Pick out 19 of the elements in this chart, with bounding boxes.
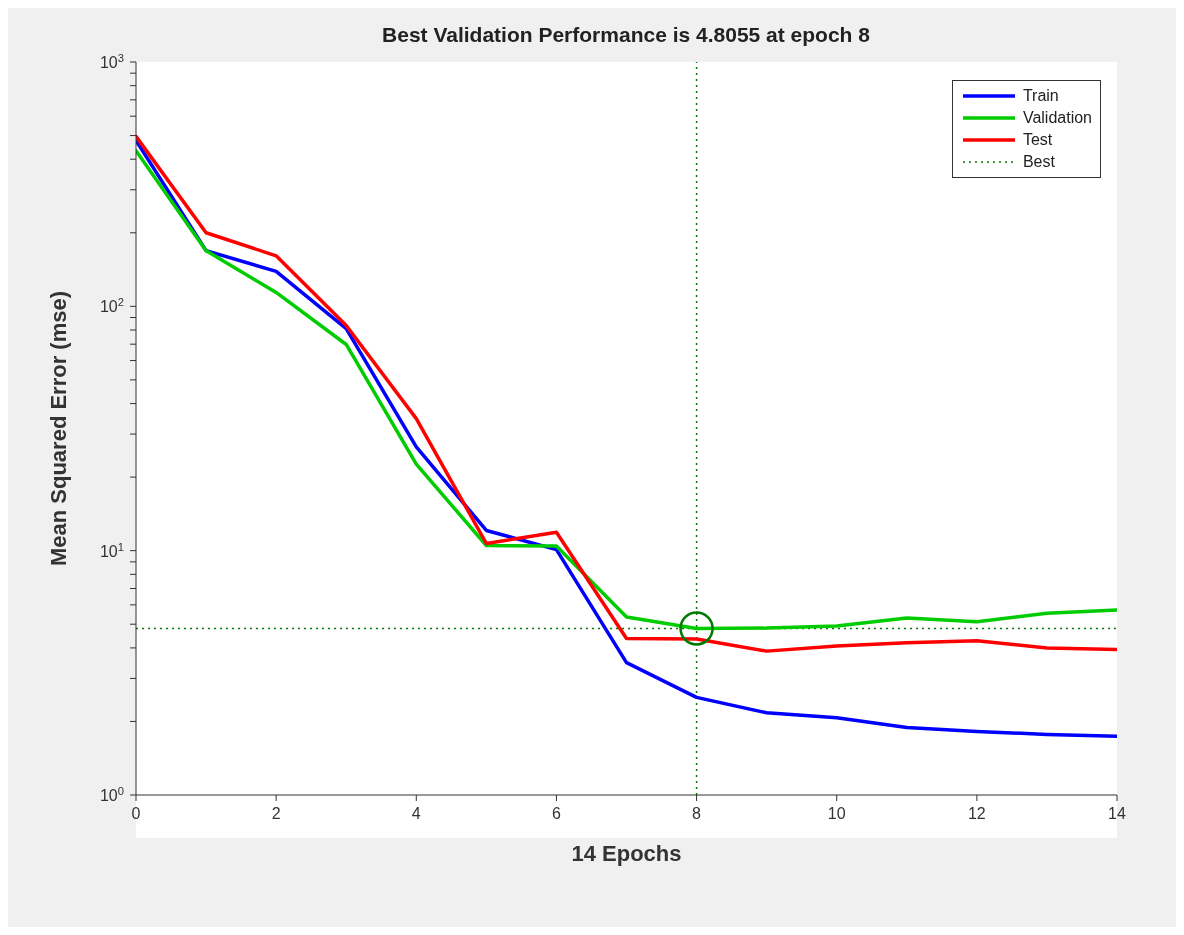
chart-title: Best Validation Performance is 4.8055 at epoch 8: [382, 23, 871, 46]
y-axis-title: Mean Squared Error (mse): [45, 290, 71, 567]
y-tick-label: 10$^{0}$: [99, 785, 124, 804]
legend-label: Best: [1022, 153, 1055, 171]
x-tick-label: 8: [692, 805, 702, 822]
x-tick-label: 2: [271, 805, 281, 822]
y-tick-label: 10$^{2}$: [99, 296, 124, 316]
y-tick-label: 10$^{1}$: [99, 540, 124, 560]
x-tick-label: 14: [1108, 805, 1126, 822]
legend-label: Train: [1022, 87, 1059, 105]
y-tick-label: 10$^{3}$: [99, 52, 124, 71]
x-tick-label: 4: [411, 805, 421, 822]
x-tick-label: 6: [551, 805, 561, 822]
legend-label: Validation: [1022, 109, 1092, 127]
x-tick-label: 10: [827, 805, 846, 822]
x-tick-label: 12: [967, 805, 986, 822]
x-tick-label: 0: [131, 805, 141, 822]
x-axis-title: 14 Epochs: [571, 841, 682, 866]
legend-label: Test: [1022, 131, 1053, 149]
